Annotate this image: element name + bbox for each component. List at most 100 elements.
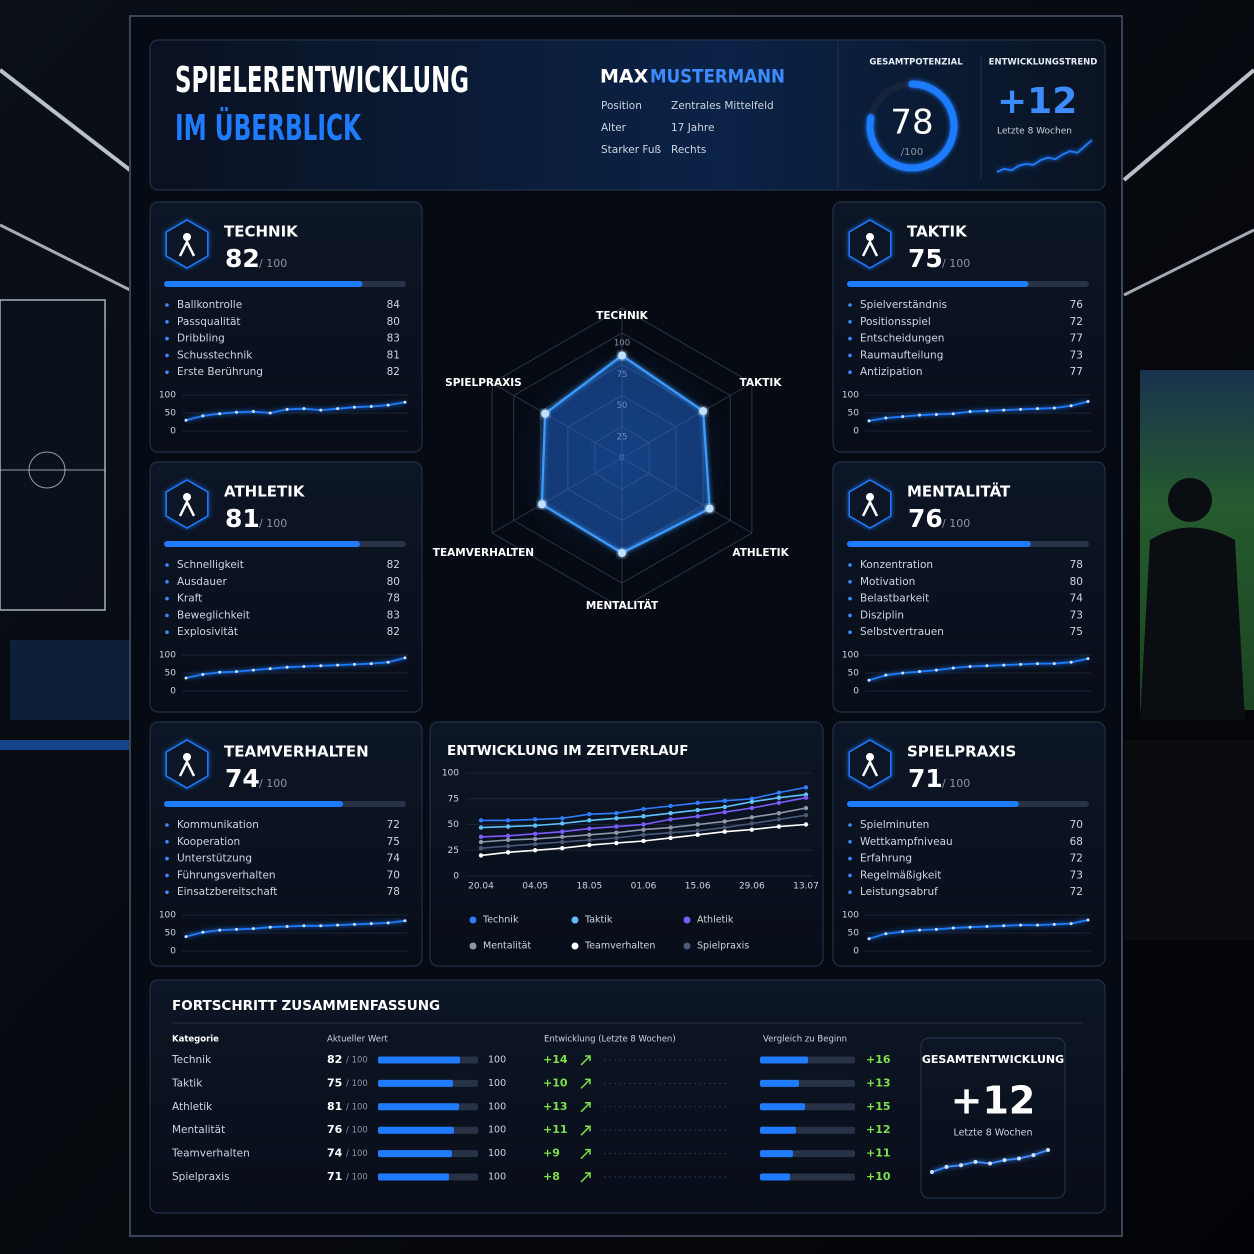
spark-point <box>336 923 340 927</box>
spark-point <box>884 416 888 420</box>
spark-point <box>901 930 905 934</box>
spark-point <box>918 928 922 932</box>
category-icon-glyph <box>178 499 196 517</box>
spark-point <box>336 663 340 667</box>
row-max: 100 <box>488 1101 506 1112</box>
item-value: 73 <box>1070 869 1083 881</box>
spark-point <box>1046 1148 1050 1152</box>
bullet <box>848 563 852 567</box>
series-point <box>776 810 782 816</box>
trend-value: +12 <box>997 81 1077 122</box>
item-value: 83 <box>387 333 400 345</box>
series-point <box>560 834 565 840</box>
series-point <box>505 833 511 839</box>
spark-point <box>319 408 323 412</box>
bullet <box>165 353 169 358</box>
item-name: Erste Berührung <box>177 366 263 378</box>
spark-point <box>973 1159 978 1164</box>
radar-point <box>541 409 550 418</box>
item-value: 76 <box>1070 299 1084 311</box>
sparkline <box>868 919 1089 940</box>
compare-bar <box>760 1150 793 1158</box>
series-point <box>505 824 511 829</box>
item-value: 78 <box>1070 559 1083 571</box>
series-point <box>587 842 592 848</box>
radar-frame <box>491 307 753 609</box>
item-value: 82 <box>387 626 400 638</box>
column-header: Vergleich zu Beginn <box>763 1035 847 1045</box>
category-score: 74 <box>225 764 260 793</box>
spark-point <box>1069 660 1073 664</box>
item-name: Passqualität <box>177 316 241 328</box>
series-point <box>560 821 565 826</box>
spark-tick-label: 50 <box>165 929 177 939</box>
spark-point <box>235 670 239 674</box>
bullet <box>848 630 852 634</box>
value-bar <box>378 1103 459 1111</box>
legend-swatch <box>683 916 691 924</box>
spark-point <box>1002 924 1006 928</box>
series-point <box>668 810 673 816</box>
series-point <box>722 825 727 830</box>
row-change: +14 <box>543 1053 568 1066</box>
row-scale: / 100 <box>346 1173 368 1183</box>
progress-bar <box>847 801 1019 807</box>
x-tick-label: 15.06 <box>685 882 711 892</box>
spark-point <box>988 1161 992 1166</box>
x-tick-label: 20.04 <box>468 882 494 892</box>
series-point <box>641 832 646 837</box>
spark-point <box>934 927 938 931</box>
row-name: Technik <box>171 1054 212 1066</box>
series-point <box>695 822 700 827</box>
bullet <box>848 613 852 618</box>
compare-bar <box>760 1056 808 1064</box>
spark-tick-label: 100 <box>842 391 859 401</box>
series-point <box>614 810 619 816</box>
row-compare: +13 <box>866 1076 891 1089</box>
timeline-panel <box>429 721 824 967</box>
spark-point <box>867 937 871 941</box>
trend-label: ENTWICKLUNGSTREND <box>989 58 1098 68</box>
item-value: 74 <box>387 853 401 865</box>
spark-point <box>985 664 989 668</box>
title: SPIELERENTWICKLUNG <box>175 60 469 101</box>
series-point <box>587 818 592 823</box>
item-name: Motivation <box>860 576 915 588</box>
spark-point <box>268 667 272 671</box>
y-tick-label: 100 <box>442 769 459 779</box>
bullet <box>165 840 169 844</box>
item-name: Regelmäßigkeit <box>860 869 941 881</box>
summary-title: FORTSCHRITT ZUSAMMENFASSUNG <box>172 998 440 1014</box>
series-point <box>722 819 727 824</box>
series-point <box>505 837 511 843</box>
compare-bar <box>760 1173 790 1181</box>
x-tick-label: 01.06 <box>631 882 657 892</box>
row-max: 100 <box>488 1125 506 1136</box>
item-value: 72 <box>1070 853 1083 865</box>
spark-point <box>184 418 188 422</box>
trend-period: Letzte 8 Wochen <box>997 127 1072 137</box>
spark-point <box>285 925 289 929</box>
series-point <box>532 817 538 822</box>
info-value: 17 Jahre <box>671 122 714 134</box>
item-name: Explosivität <box>177 626 238 638</box>
spark-point <box>403 919 407 923</box>
progress-bar <box>847 281 1029 287</box>
spark-point <box>285 407 289 411</box>
item-value: 82 <box>387 559 400 571</box>
series-point <box>803 785 809 790</box>
category-icon-glyph <box>866 493 874 501</box>
series-point <box>478 818 484 823</box>
radar-axis-label: ATHLETIK <box>732 547 789 559</box>
row-max: 100 <box>488 1055 506 1066</box>
spark-tick-label: 50 <box>848 669 860 679</box>
category-icon-glyph <box>183 493 191 501</box>
total-panel <box>920 1037 1066 1199</box>
category-score: 71 <box>908 764 943 793</box>
item-value: 78 <box>387 593 400 605</box>
spark-point <box>1031 1153 1036 1158</box>
total-title: GESAMTENTWICKLUNG <box>922 1053 1064 1066</box>
item-name: Beweglichkeit <box>177 609 250 621</box>
spark-point <box>901 415 905 419</box>
spark-point <box>1019 923 1023 927</box>
